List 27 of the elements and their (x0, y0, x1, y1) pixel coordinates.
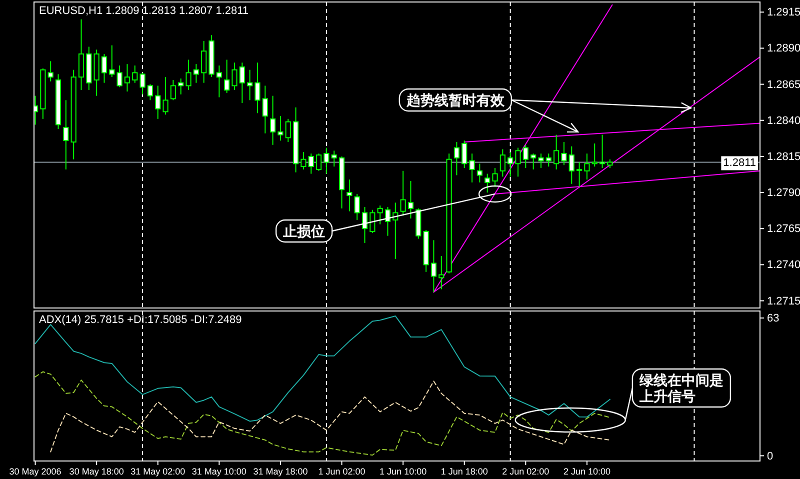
x-tick-label: 2 Jun 10:00 (563, 466, 610, 476)
chart-title: EURUSD,H1 1.2809 1.2813 1.2807 1.2811 (39, 5, 249, 17)
y-tick-label: 1.2790 (767, 187, 800, 200)
y-tick-label: 1.2865 (767, 78, 800, 91)
y-tick-label: 0 (767, 450, 774, 462)
y-tick-label: 63 (767, 312, 780, 325)
annotation: 绿线在中间是上升信号 (638, 373, 724, 405)
x-tick-label: 30 May 2006 (9, 466, 62, 476)
chart-title: ADX(14) 25.7815 +DI:17.5085 -DI:7.2489 (39, 314, 242, 326)
x-tick-label: 1 Jun 18:00 (440, 466, 488, 476)
x-tick-label: 2 Jun 02:00 (502, 466, 550, 476)
y-tick-label: 1.2715 (767, 295, 800, 308)
y-tick-label: 1.2815 (767, 150, 800, 163)
x-tick-label: 31 May 10:00 (192, 466, 246, 476)
y-tick-label: 1.2915 (767, 6, 800, 19)
annotation: 止损位 (282, 224, 326, 240)
x-tick-label: 1 Jun 02:00 (318, 466, 366, 476)
annotation: 趋势线暂时有效 (405, 93, 506, 109)
x-tick-label: 1 Jun 10:00 (380, 466, 427, 476)
y-tick-label: 1.2890 (767, 42, 800, 55)
x-tick-label: 31 May 18:00 (253, 466, 308, 476)
y-tick-label: 1.2840 (767, 114, 800, 127)
x-tick-label: 31 May 02:00 (130, 466, 186, 476)
x-tick-label: 30 May 18:00 (69, 466, 124, 476)
y-tick-label: 1.2765 (767, 223, 800, 236)
ref-line-label: 1.2811 (723, 157, 756, 170)
y-tick-label: 1.2740 (767, 259, 800, 272)
